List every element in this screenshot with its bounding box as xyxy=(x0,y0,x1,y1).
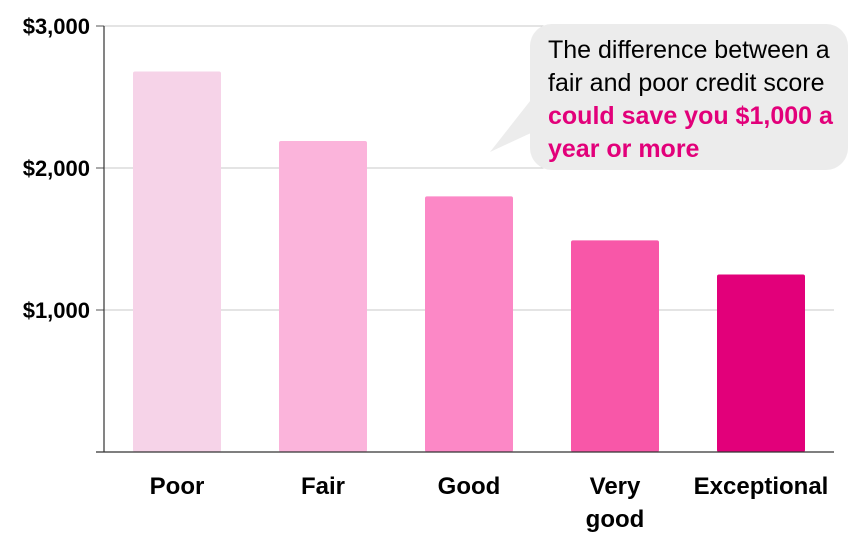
bars xyxy=(133,71,805,452)
x-category-label: Very xyxy=(590,473,641,500)
y-axis-tick-labels: $1,000 $2,000 $3,000 xyxy=(23,14,104,323)
x-category-label: Good xyxy=(438,473,501,500)
bar-fair xyxy=(279,141,367,452)
y-tick-label: $1,000 xyxy=(23,298,90,323)
callout-bubble: The difference between a fair and poor c… xyxy=(530,24,848,170)
bar-poor xyxy=(133,71,221,452)
bar-very-good xyxy=(571,240,659,452)
x-category-label: Exceptional xyxy=(694,473,829,500)
bar-exceptional xyxy=(717,274,805,452)
x-category-label: Poor xyxy=(150,473,205,500)
axes xyxy=(96,26,834,453)
x-axis-category-labels: Poor Fair Good Very good Exceptional xyxy=(150,473,829,533)
y-tick-label: $3,000 xyxy=(23,14,90,39)
x-category-label: good xyxy=(586,506,645,533)
x-category-label: Fair xyxy=(301,473,345,500)
callout-highlight-text: could save you $1,000 a year or more xyxy=(548,102,833,163)
callout-text: The difference between a fair and poor c… xyxy=(548,36,830,97)
y-tick-label: $2,000 xyxy=(23,156,90,181)
bar-good xyxy=(425,196,513,452)
